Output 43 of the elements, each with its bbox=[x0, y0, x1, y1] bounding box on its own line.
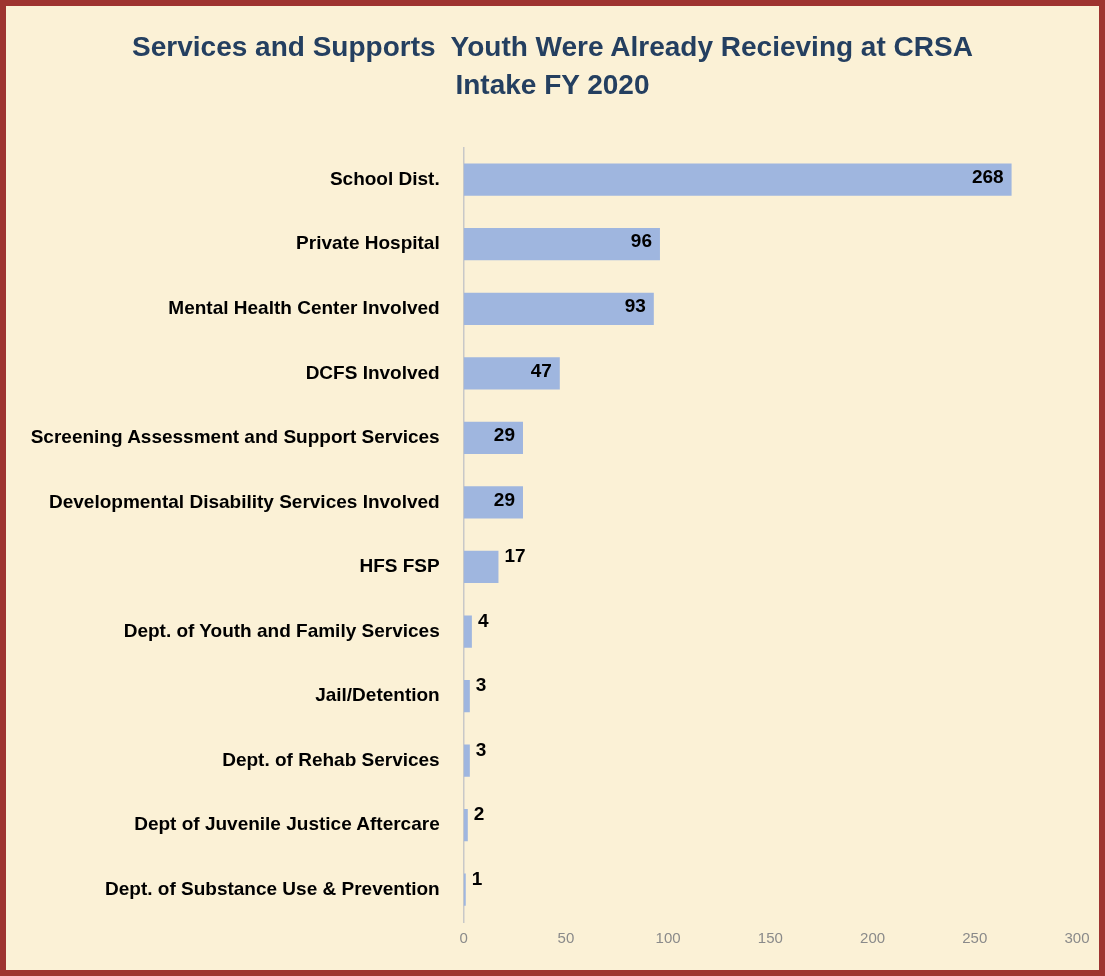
x-tick-label: 50 bbox=[557, 929, 575, 947]
x-tick-label: 0 bbox=[459, 929, 468, 947]
data-label: 3 bbox=[475, 674, 487, 696]
data-label: 17 bbox=[504, 545, 526, 567]
bar bbox=[463, 357, 560, 390]
y-tick-label: HFS FSP bbox=[359, 555, 441, 577]
data-label: 93 bbox=[624, 295, 646, 317]
data-label: 96 bbox=[630, 230, 652, 252]
chart-title: Services and Supports Youth Were Already Recieving at CRSA Intake FY 2020 bbox=[131, 30, 974, 102]
y-tick-label: Dept. of Rehab Services bbox=[222, 748, 440, 770]
y-tick-label: School Dist. bbox=[329, 167, 440, 189]
x-tick-label: 300 bbox=[1064, 929, 1090, 947]
y-tick-label: Private Hospital bbox=[296, 232, 440, 254]
bar bbox=[463, 679, 470, 713]
data-label: 2 bbox=[473, 803, 485, 825]
x-tick-label: 150 bbox=[757, 929, 783, 947]
data-label: 29 bbox=[493, 488, 515, 510]
data-label: 1 bbox=[471, 867, 483, 889]
x-tick-label: 100 bbox=[655, 929, 681, 947]
data-label: 29 bbox=[493, 424, 515, 446]
bar bbox=[463, 292, 654, 325]
bar bbox=[463, 228, 660, 261]
y-tick-label: Screening Assessment and Support Services bbox=[30, 426, 440, 448]
bar bbox=[463, 550, 499, 584]
bar bbox=[463, 615, 472, 648]
bar bbox=[463, 486, 523, 519]
y-tick-label: Developmental Disability Services Involved bbox=[48, 490, 440, 512]
y-tick-label: Jail/Detention bbox=[315, 684, 440, 706]
y-tick-label: DCFS Involved bbox=[305, 361, 440, 383]
y-tick-label: Dept of Juvenile Justice Aftercare bbox=[134, 813, 440, 835]
bar bbox=[463, 744, 470, 777]
bar bbox=[463, 163, 1012, 196]
data-label: 3 bbox=[475, 738, 487, 760]
data-label: 47 bbox=[530, 359, 552, 381]
x-tick-label: 200 bbox=[860, 929, 886, 947]
bar bbox=[463, 873, 466, 906]
y-tick-label: Mental Health Center Involved bbox=[168, 297, 440, 319]
y-tick-label: Dept. of Youth and Family Services bbox=[123, 619, 440, 641]
bar bbox=[463, 809, 468, 842]
y-tick-label: Dept. of Substance Use & Prevention bbox=[105, 877, 440, 899]
x-tick-label: 250 bbox=[962, 929, 988, 947]
data-label: 268 bbox=[971, 165, 1004, 187]
data-label: 4 bbox=[477, 609, 489, 631]
